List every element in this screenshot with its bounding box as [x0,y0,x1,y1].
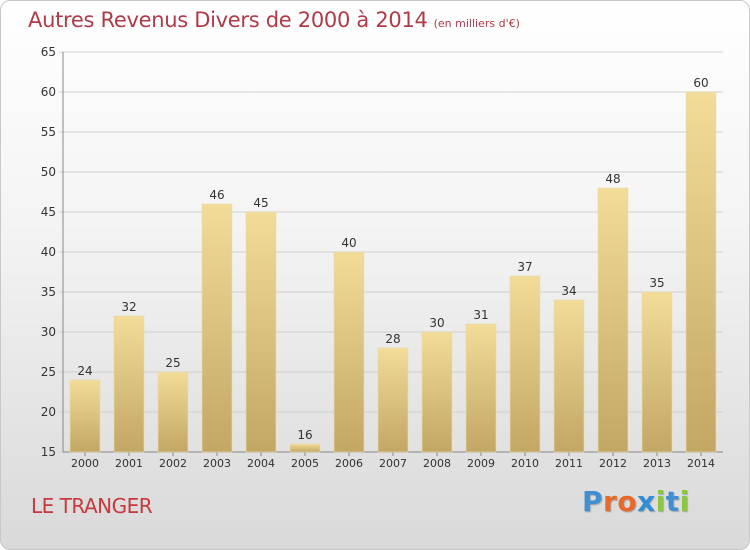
y-tick-label: 50 [41,165,56,179]
bar [113,315,145,453]
data-labels: 24 32 25 46 45 16 40 28 30 31 37 34 48 35 60 [77,76,708,442]
x-tick-label: 2007 [379,457,407,470]
data-label: 25 [165,356,180,370]
y-tick-label: 40 [41,245,56,259]
x-tick-label: 2012 [599,457,627,470]
y-tick-label: 65 [41,45,56,59]
y-tick-label: 55 [41,125,56,139]
data-label: 48 [605,172,620,186]
bars [69,91,717,453]
data-label: 46 [209,188,224,202]
x-tick-label: 2006 [335,457,363,470]
x-tick-label: 2005 [291,457,319,470]
bar [553,299,585,453]
data-label: 35 [649,276,664,290]
data-label: 28 [385,332,400,346]
bar [201,203,233,453]
data-label: 40 [341,236,356,250]
bar [157,371,189,453]
logo-letter: P [582,485,604,518]
bar [509,275,541,453]
proxiti-logo: Proxiti [582,485,690,518]
data-label: 45 [253,196,268,210]
logo-letter: t [665,485,680,518]
y-tick-label: 20 [41,405,56,419]
chart-title: Autres Revenus Divers de 2000 à 2014 (en … [28,8,520,32]
data-label: 32 [121,300,136,314]
y-tick-label: 25 [41,365,56,379]
y-tick-label: 30 [41,325,56,339]
bar [685,91,717,453]
chart-title-text: Autres Revenus Divers de 2000 à 2014 [28,8,428,32]
data-label: 34 [561,284,576,298]
bar [597,187,629,453]
y-tick-label: 35 [41,285,56,299]
logo-letter: o [617,485,638,518]
data-label: 31 [473,308,488,322]
x-tick-label: 2013 [643,457,671,470]
x-tick-label: 2011 [555,457,583,470]
bar [465,323,497,453]
x-tick-label: 2002 [159,457,187,470]
y-tick-label: 60 [41,85,56,99]
x-tick-label: 2003 [203,457,231,470]
location-name: LE TRANGER [31,494,153,518]
bar [377,347,409,453]
data-label: 24 [77,364,92,378]
x-tick-labels: 2000 2001 2002 2003 2004 2005 2006 2007 2008 2009… [71,457,715,470]
bar [421,331,453,453]
bar [69,379,101,453]
x-tick-label: 2014 [687,457,715,470]
logo-letter: i [655,485,666,518]
x-tick-label: 2001 [115,457,143,470]
bar [641,291,673,453]
data-label: 16 [297,428,312,442]
bar [333,251,365,453]
x-tick-label: 2000 [71,457,99,470]
x-tick-label: 2004 [247,457,275,470]
y-tick-label: 45 [41,205,56,219]
data-label: 60 [693,76,708,90]
logo-letter: x [637,485,656,518]
chart-subtitle: (en milliers d'€) [433,17,520,30]
data-label: 37 [517,260,532,274]
data-label: 30 [429,316,444,330]
x-tick-label: 2009 [467,457,495,470]
logo-letter: r [603,485,618,518]
x-tick-label: 2010 [511,457,539,470]
y-tick-label: 15 [41,445,56,459]
y-tick-labels: 15 20 25 30 35 40 45 50 55 60 65 [41,45,56,459]
bar [245,211,277,453]
logo-letter: i [679,485,690,518]
x-tick-label: 2008 [423,457,451,470]
bar [289,443,321,453]
